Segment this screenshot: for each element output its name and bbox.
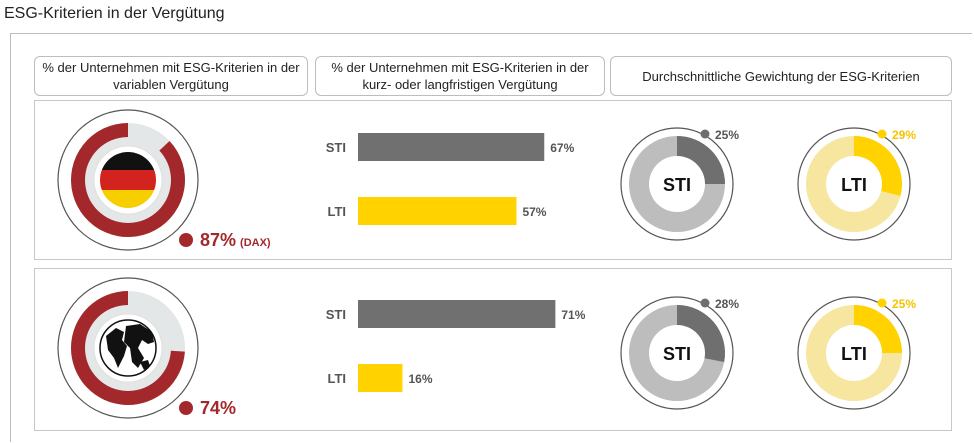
- weight-ring-3: LTI 29%: [797, 127, 916, 241]
- ring-center: [826, 325, 882, 381]
- page-title: ESG-Kriterien in der Vergütung: [4, 5, 225, 22]
- bar-value-label: 67%: [550, 141, 574, 155]
- bar-value-label: 71%: [561, 308, 585, 322]
- header-short-long-term: % der Unternehmen mit ESG-Kriterien in d…: [315, 56, 605, 96]
- flag-stripe-gold: [100, 190, 156, 208]
- donut-value-label: 74%: [200, 398, 236, 418]
- bar-category-label: LTI: [327, 204, 346, 219]
- ring-value-label: 25%: [892, 297, 916, 311]
- donut-value-label: 87% (DAX): [200, 230, 271, 250]
- bar-category-label: STI: [326, 307, 346, 322]
- share-donut-4: 74%: [57, 277, 236, 419]
- bar-value-label: 57%: [522, 205, 546, 219]
- weight-ring-6: STI 28%: [620, 296, 739, 410]
- ring-value-dot: [877, 298, 887, 308]
- ring-value-label: 29%: [892, 128, 916, 142]
- ring-center-label: STI: [663, 344, 691, 364]
- ring-center: [826, 156, 882, 212]
- flag-stripe-black: [100, 152, 156, 170]
- globe-icon: [99, 319, 157, 377]
- donut-value-dot: [179, 401, 193, 415]
- ring-value-dot: [700, 298, 710, 308]
- ring-center-label: LTI: [841, 344, 867, 364]
- germany-flag-icon: [100, 152, 156, 208]
- bar-sti: [358, 133, 545, 161]
- ring-value-label: 25%: [715, 128, 739, 142]
- ring-value-label: 28%: [715, 297, 739, 311]
- header-variable-compensation: % der Unternehmen mit ESG-Kriterien in d…: [34, 56, 308, 96]
- ring-center-label: STI: [663, 175, 691, 195]
- weight-ring-2: STI 25%: [620, 127, 739, 241]
- ring-value-dot: [877, 129, 887, 139]
- bar-category-label: STI: [326, 140, 346, 155]
- ring-center: [649, 156, 705, 212]
- bar-value-label: 16%: [408, 372, 432, 386]
- bar-group-5: STI 71% LTI 16%: [326, 300, 586, 392]
- bar-group-1: STI 67% LTI 57%: [326, 133, 575, 225]
- donut-value-dot: [179, 233, 193, 247]
- bar-lti: [358, 197, 517, 225]
- ring-center-label: LTI: [841, 175, 867, 195]
- bar-lti: [358, 364, 403, 392]
- share-donut-0: 87% (DAX): [57, 109, 271, 251]
- ring-center: [649, 325, 705, 381]
- bar-category-label: LTI: [327, 371, 346, 386]
- bar-sti: [358, 300, 556, 328]
- weight-ring-7: LTI 25%: [797, 296, 916, 410]
- flag-stripe-red: [100, 170, 156, 190]
- ring-value-dot: [700, 129, 710, 139]
- header-average-weighting: Durchschnittliche Gewichtung der ESG-Kri…: [610, 56, 952, 96]
- outer-frame: [10, 33, 972, 442]
- donut-value-suffix: (DAX): [240, 237, 271, 249]
